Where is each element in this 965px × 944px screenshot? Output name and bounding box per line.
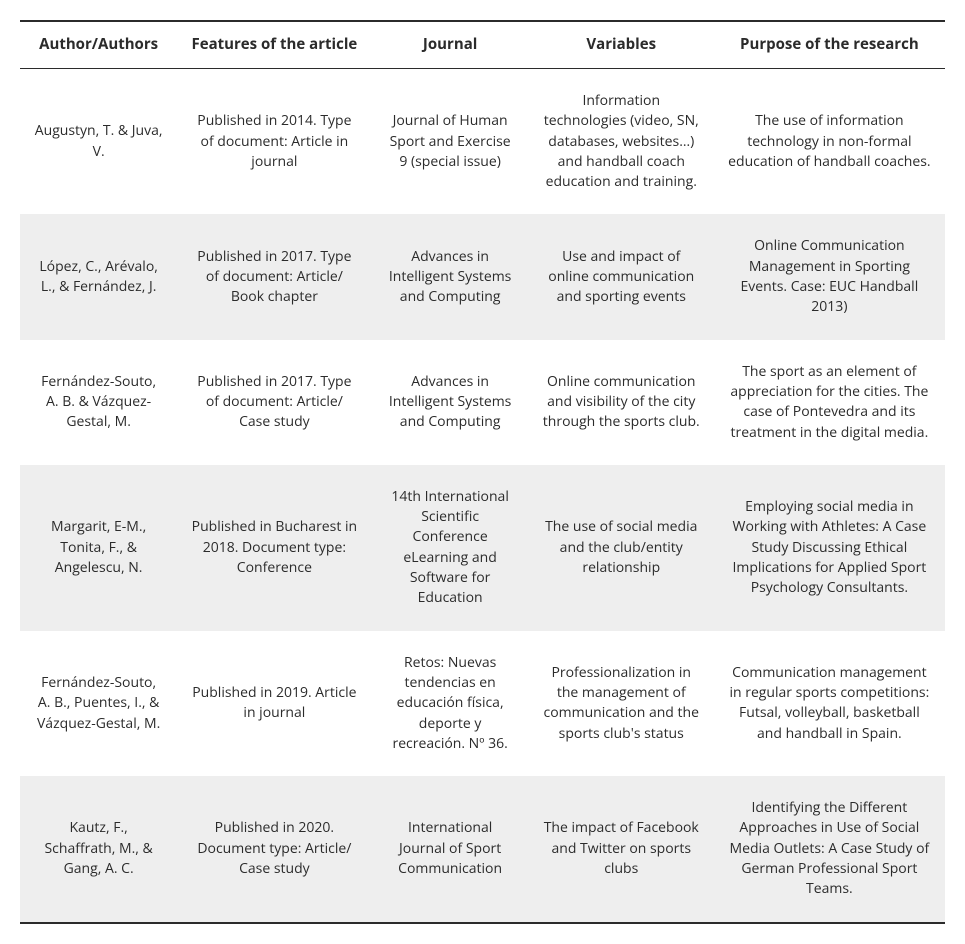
table-cell: International Journal of Sport Communica…: [372, 776, 529, 922]
table-cell: Use and impact of online communication a…: [529, 214, 714, 339]
table-cell: Identifying the Different Approaches in …: [714, 776, 945, 922]
table-cell: Margarit, E-M., Tonita, F., & Angelescu,…: [20, 465, 177, 631]
table-cell: López, C., Arévalo, L., & Fernández, J.: [20, 214, 177, 339]
table-cell: Augustyn, T. & Juva, V.: [20, 69, 177, 215]
table-row: Fernández-Souto, A. B., Puentes, I., & V…: [20, 631, 945, 776]
table-row: Kautz, F., Schaffrath, M., & Gang, A. C.…: [20, 776, 945, 922]
table-container: Author/AuthorsFeatures of the articleJou…: [20, 20, 945, 924]
research-table: Author/AuthorsFeatures of the articleJou…: [20, 20, 945, 924]
table-cell: Advances in Intelligent Systems and Comp…: [372, 214, 529, 339]
table-cell: Online communication and visibility of t…: [529, 340, 714, 465]
table-cell: Fernández-Souto, A. B. & Vázquez-Gestal,…: [20, 340, 177, 465]
table-cell: Information technologies (video, SN, dat…: [529, 69, 714, 215]
table-cell: The use of social media and the club/ent…: [529, 465, 714, 631]
table-cell: The impact of Facebook and Twitter on sp…: [529, 776, 714, 922]
col-header-3: Variables: [529, 21, 714, 69]
table-cell: Fernández-Souto, A. B., Puentes, I., & V…: [20, 631, 177, 776]
table-cell: The use of information technology in non…: [714, 69, 945, 215]
table-cell: The sport as an element of appreciation …: [714, 340, 945, 465]
table-cell: Professionalization in the management of…: [529, 631, 714, 776]
col-header-2: Journal: [372, 21, 529, 69]
table-cell: Kautz, F., Schaffrath, M., & Gang, A. C.: [20, 776, 177, 922]
table-cell: Retos: Nuevas tendencias en educación fí…: [372, 631, 529, 776]
table-cell: Advances in Intelligent Systems and Comp…: [372, 340, 529, 465]
col-header-0: Author/Authors: [20, 21, 177, 69]
header-row: Author/AuthorsFeatures of the articleJou…: [20, 21, 945, 69]
table-row: López, C., Arévalo, L., & Fernández, J.P…: [20, 214, 945, 339]
col-header-4: Purpose of the research: [714, 21, 945, 69]
table-row: Augustyn, T. & Juva, V.Published in 2014…: [20, 69, 945, 215]
table-cell: Published in 2017. Type of document: Art…: [177, 214, 371, 339]
table-cell: Published in 2020. Document type: Articl…: [177, 776, 371, 922]
table-cell: Published in 2019. Article in journal: [177, 631, 371, 776]
table-row: Fernández-Souto, A. B. & Vázquez-Gestal,…: [20, 340, 945, 465]
table-row: Margarit, E-M., Tonita, F., & Angelescu,…: [20, 465, 945, 631]
table-cell: Online Communication Management in Sport…: [714, 214, 945, 339]
table-cell: 14th International Scientific Conference…: [372, 465, 529, 631]
col-header-1: Features of the article: [177, 21, 371, 69]
table-cell: Employing social media in Working with A…: [714, 465, 945, 631]
table-cell: Published in 2017. Type of document: Art…: [177, 340, 371, 465]
table-cell: Communication management in regular spor…: [714, 631, 945, 776]
table-cell: Journal of Human Sport and Exercise 9 (s…: [372, 69, 529, 215]
table-cell: Published in 2014. Type of document: Art…: [177, 69, 371, 215]
table-cell: Published in Bucharest in 2018. Document…: [177, 465, 371, 631]
